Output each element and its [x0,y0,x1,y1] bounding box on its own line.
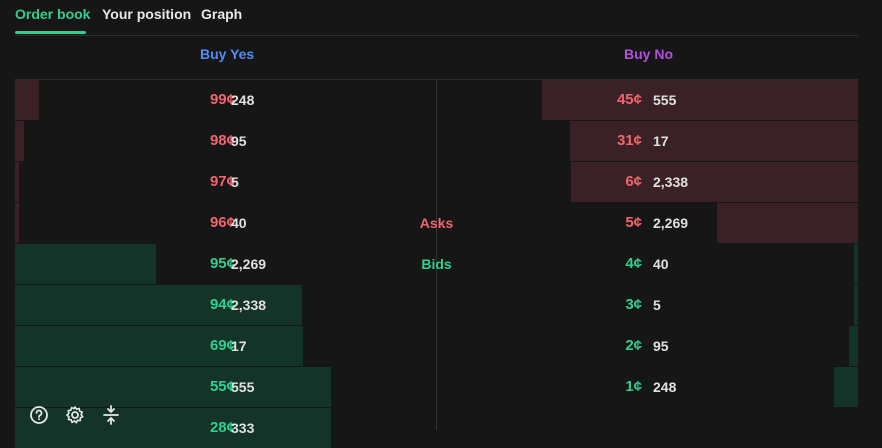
no-ask-row[interactable]: 6¢ 2,338 [437,162,858,202]
yes-ask-row[interactable]: 96¢ 40 [15,203,436,243]
column-divider [436,80,437,430]
no-ask-row[interactable]: 45¢ 555 [437,80,858,120]
quantity: 2,269 [653,215,689,231]
bids-label: Bids [421,256,452,272]
depth-bar [571,162,858,202]
quantity: 248 [231,92,255,108]
quantity: 248 [653,379,677,395]
price: 45¢ [616,91,642,108]
yes-bid-row[interactable]: 69¢ 17 [15,326,436,366]
active-tab-indicator [15,31,86,34]
quantity: 2,338 [231,297,267,313]
depth-bar [717,203,858,243]
quantity: 333 [231,420,255,436]
header-divider [15,79,858,80]
quantity: 40 [653,256,669,272]
price: 1¢ [625,378,642,395]
depth-bar [15,162,19,202]
depth-bar [854,244,858,284]
depth-bar [15,367,331,407]
no-bid-row[interactable]: 3¢ 5 [437,285,858,325]
price: 55¢ [209,378,235,395]
quantity: 5 [231,174,239,190]
no-bid-row[interactable]: 4¢ 40 [437,244,858,284]
depth-bar [15,244,156,284]
quantity: 555 [231,379,255,395]
quantity: 95 [653,338,669,354]
depth-bar [15,326,303,366]
quantity: 40 [231,215,247,231]
price: 94¢ [209,296,235,313]
price: 4¢ [625,255,642,272]
depth-bar [849,326,858,366]
price: 6¢ [625,173,642,190]
price: 31¢ [616,132,642,149]
tab-order-book[interactable]: Order book [15,6,91,22]
depth-bar [15,285,302,325]
quantity: 2,269 [231,256,267,272]
price: 69¢ [209,337,235,354]
tab-graph[interactable]: Graph [201,6,243,22]
help-circle-icon[interactable] [28,404,50,426]
no-bid-row[interactable]: 2¢ 95 [437,326,858,366]
yes-bid-row[interactable]: 55¢ 555 [15,367,436,407]
quantity: 2,338 [653,174,689,190]
depth-bar [854,285,858,325]
yes-ask-row[interactable]: 99¢ 248 [15,80,436,120]
price: 5¢ [625,214,642,231]
quantity: 555 [653,92,677,108]
price: 2¢ [625,337,642,354]
no-bid-row[interactable]: 1¢ 248 [437,367,858,407]
no-ask-row[interactable]: 31¢ 17 [437,121,858,161]
quantity: 17 [653,133,669,149]
gear-icon[interactable] [64,404,86,426]
depth-bar [15,203,19,243]
quantity: 95 [231,133,247,149]
price: 95¢ [209,255,235,272]
no-ask-row[interactable]: 5¢ 2,269 [437,203,858,243]
tab-bar: Order book Your position Graph [15,0,858,36]
price: 3¢ [625,296,642,313]
depth-bar [15,121,24,161]
buy-yes-header: Buy Yes [200,46,255,62]
buy-no-header: Buy No [624,46,673,62]
tab-your-position[interactable]: Your position [102,6,192,22]
depth-bar [834,367,858,407]
depth-bar [15,408,331,448]
depth-bar [542,80,858,120]
price: 97¢ [209,173,235,190]
yes-bid-row[interactable]: 94¢ 2,338 [15,285,436,325]
depth-bar [15,80,39,120]
price: 98¢ [209,132,235,149]
price: 99¢ [209,91,235,108]
yes-bid-row[interactable]: 95¢ 2,269 [15,244,436,284]
price: 96¢ [209,214,235,231]
asks-label: Asks [419,215,454,231]
quantity: 17 [231,338,247,354]
yes-ask-row[interactable]: 97¢ 5 [15,162,436,202]
collapse-vertical-icon[interactable] [100,404,122,426]
yes-ask-row[interactable]: 98¢ 95 [15,121,436,161]
depth-bar [570,121,858,161]
price: 28¢ [209,419,235,436]
quantity: 5 [653,297,661,313]
